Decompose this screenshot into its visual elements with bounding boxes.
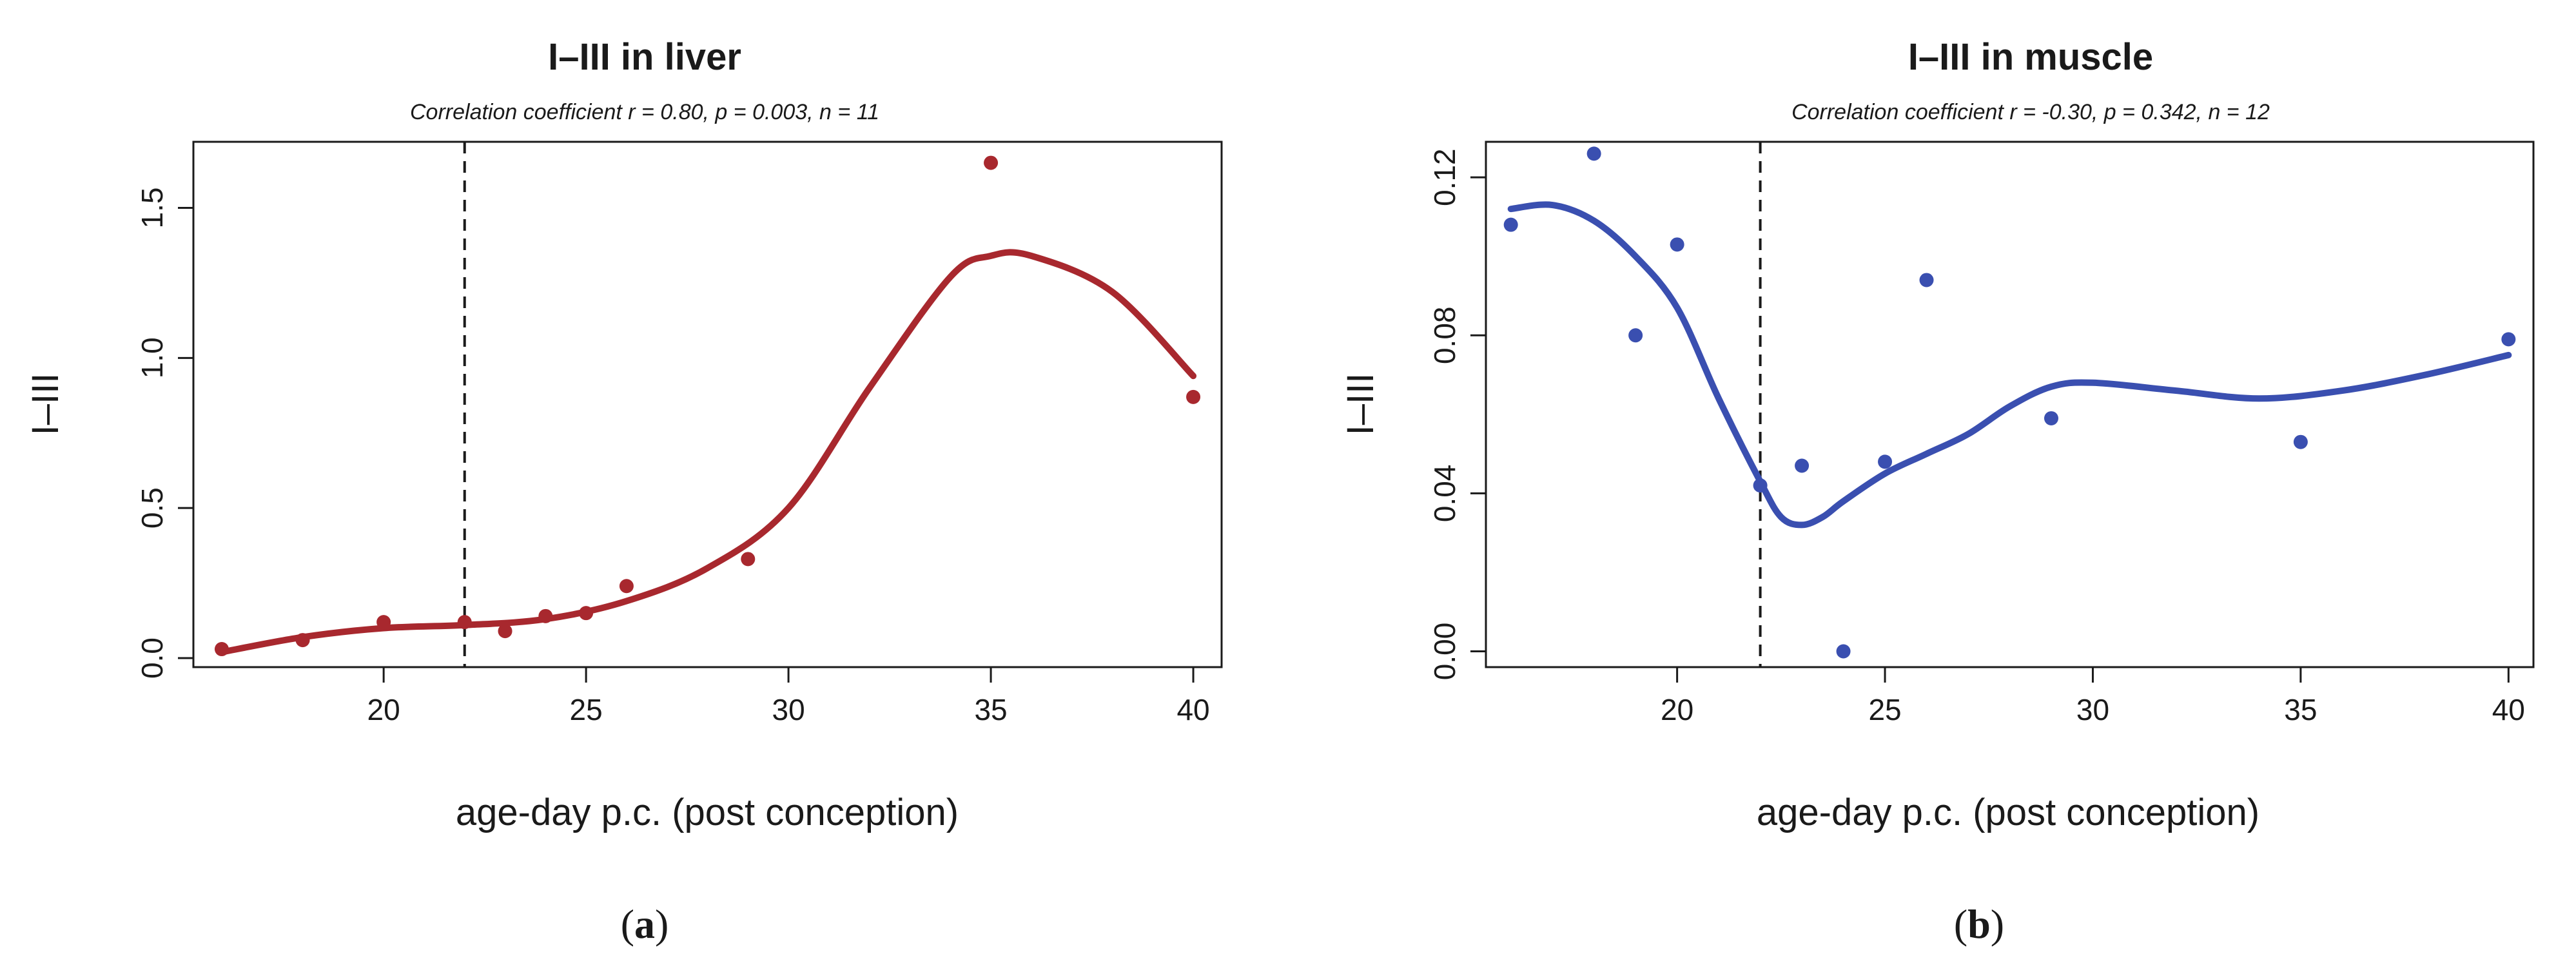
data-point [295,633,310,648]
data-point [457,615,472,630]
y-tick-label: 0.04 [1428,465,1461,523]
x-tick-label: 30 [772,693,805,726]
chart-title: I–III in muscle [1908,36,2153,78]
data-point [619,579,634,594]
points-layer [214,155,1201,657]
chart-subtitle: Correlation coefficient r = -0.30, p = 0… [1791,100,2270,124]
x-axis-label: age-day p.c. (post conception) [1757,792,2259,833]
data-point [1186,389,1201,404]
x-tick-label: 40 [2492,693,2525,726]
chart-subtitle: Correlation coefficient r = 0.80, p = 0.… [410,100,879,124]
data-point [2293,434,2308,449]
data-point [2044,411,2058,425]
x-tick-label: 35 [2284,693,2317,726]
chart-title: I–III in liver [548,36,741,78]
panel-caption-letter: b [1967,901,1991,947]
data-point [1670,237,1684,252]
trend-layer [1507,201,2512,529]
y-axis-label: I–III [24,373,66,436]
y-axis: 0.00 0.04 0.08 0.12 [1428,148,1486,680]
data-point [214,642,229,657]
data-point [1919,273,1934,287]
data-point [1836,644,1851,659]
y-axis: 0.0 0.5 1.0 1.5 [135,187,193,679]
data-point [1586,146,1601,161]
trend-line [218,249,1197,656]
plot-frame [1485,141,2535,668]
data-point [376,615,391,630]
data-point [1503,217,1518,232]
x-tick-label: 35 [974,693,1007,726]
data-point [1795,458,1810,473]
y-tick-label: 0.5 [135,487,169,529]
panel-caption-letter: a [634,901,655,947]
y-tick-label: 1.5 [135,187,169,228]
y-tick-label: 0.12 [1428,148,1461,206]
y-tick-label: 0.00 [1428,623,1461,681]
x-tick-label: 25 [1868,693,1901,726]
data-point [741,552,756,567]
x-tick-label: 25 [570,693,603,726]
data-point [538,608,553,623]
x-tick-label: 30 [2076,693,2109,726]
data-point [984,155,999,170]
muscle-panel: I–III in muscle Correlation coefficient … [1340,36,2535,947]
data-point [1628,328,1643,343]
panel-caption: (a) [621,901,669,947]
trend-line [1507,201,2512,529]
panel-caption: (b) [1954,901,2004,947]
data-point [1878,454,1893,469]
x-axis-label: age-day p.c. (post conception) [456,792,959,833]
x-tick-label: 40 [1176,693,1209,726]
trend-layer [218,249,1197,656]
x-tick-label: 20 [367,693,400,726]
points-layer [1503,146,2516,659]
x-axis: 20 25 30 35 40 [367,667,1210,726]
y-tick-label: 1.0 [135,337,169,378]
x-axis: 20 25 30 35 40 [1661,667,2525,726]
data-point [579,606,594,621]
liver-panel: I–III in liver Correlation coefficient r… [24,36,1223,947]
plot-frame [192,141,1223,668]
y-axis-label: I–III [1340,373,1381,436]
data-point [1753,478,1768,493]
y-tick-label: 0.08 [1428,306,1461,364]
y-tick-label: 0.0 [135,637,169,679]
data-point [2501,332,2516,347]
x-tick-label: 20 [1661,693,1693,726]
data-point [498,624,512,639]
